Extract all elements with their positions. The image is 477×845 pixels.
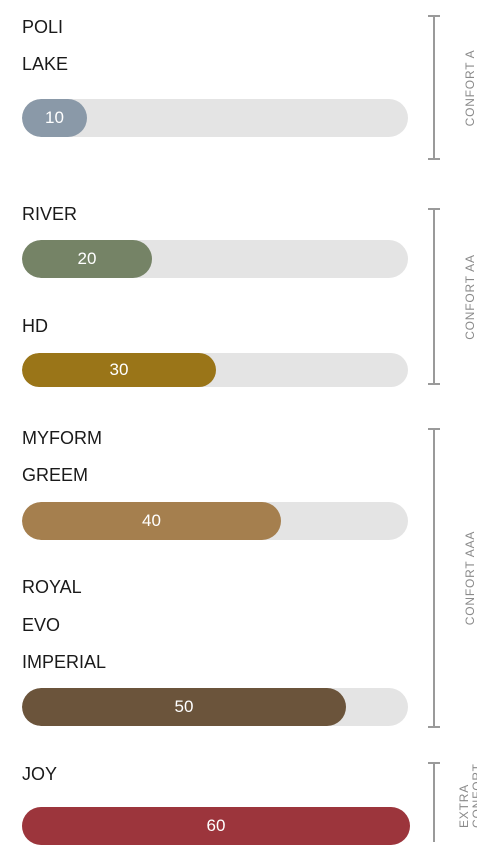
model-label: GREEM: [22, 465, 89, 485]
bar-fill: 60: [22, 807, 410, 845]
model-label: ROYAL: [22, 577, 82, 597]
bar-value-label: 40: [142, 511, 161, 530]
model-label: EVO: [22, 615, 61, 635]
group-label: CONFORT AAA: [463, 530, 477, 626]
bar-value-label: 10: [45, 108, 64, 127]
bar-value-label: 30: [109, 360, 129, 379]
model-label: MYFORM: [22, 428, 102, 448]
bar-fill: 10: [22, 99, 87, 137]
model-label: LAKE: [22, 54, 69, 74]
bar-value-label: 50: [174, 697, 194, 716]
model-label: JOY: [22, 764, 58, 784]
model-label: IMPERIAL: [22, 652, 107, 672]
bar-track: 50: [22, 688, 408, 726]
bar-track: 20: [22, 240, 408, 278]
bar-value-label: 60: [206, 816, 226, 835]
bar-fill: 40: [22, 502, 281, 540]
group-bracket: [428, 762, 447, 842]
bar-track: 60: [22, 807, 410, 845]
model-label: RIVER: [22, 204, 78, 224]
bar-track: 10: [22, 99, 408, 137]
bar-value-label: 20: [77, 249, 97, 268]
bar-track: 30: [22, 353, 408, 387]
bar-track: 40: [22, 502, 408, 540]
model-label: POLI: [22, 17, 64, 37]
bar-fill: 50: [22, 688, 346, 726]
bar-fill: 20: [22, 240, 152, 278]
group-bracket: [428, 15, 447, 160]
group-bracket: [428, 428, 447, 728]
model-label: HD: [22, 316, 48, 336]
group-label: EXTRA CONFORT: [457, 763, 477, 828]
group-bracket: [428, 208, 447, 385]
group-label: CONFORT AA: [463, 253, 477, 340]
group-label: CONFORT A: [463, 49, 477, 126]
bar-fill: 30: [22, 353, 216, 387]
